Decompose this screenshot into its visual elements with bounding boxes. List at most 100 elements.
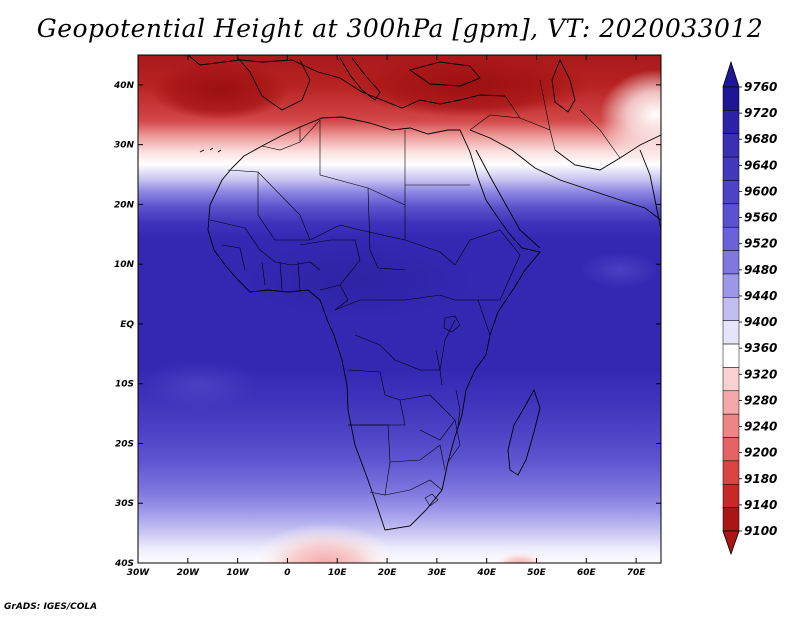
europe-coast — [187, 55, 506, 109]
height-field — [138, 55, 661, 563]
colorbar-label: 9600 — [744, 184, 777, 198]
colorbar-swatch — [722, 413, 740, 438]
colorbar-top-arrow — [722, 60, 740, 88]
northern-ridge-east — [350, 55, 590, 117]
border-east — [455, 299, 491, 336]
colorbar-label: 9180 — [744, 472, 777, 486]
colorbar: 9760 9720 9680 9640 9600 9560 9520 9480 9440 9400… — [722, 60, 777, 556]
lon-tick-label: 60E — [577, 568, 597, 578]
colorbar-label: 9480 — [744, 263, 777, 277]
border-sahel — [227, 169, 406, 241]
colorbar-label: 9240 — [744, 420, 777, 434]
border-cameroon — [334, 284, 349, 311]
southern-low — [250, 523, 400, 563]
colorbar-swatch — [722, 460, 740, 485]
lon-tick-label: 50E — [527, 568, 547, 578]
red-sea-east — [475, 149, 541, 249]
lighter-blue-patch-south — [140, 360, 260, 410]
colorbar-swatch — [722, 250, 740, 275]
colorbar-swatch — [722, 343, 740, 368]
lat-tick-label: 30S — [115, 499, 134, 509]
latitude-axis: 40N 30N 20N 10N EQ 10S 20S 30S 40S — [113, 81, 661, 569]
colorbar-label: 9720 — [744, 106, 777, 120]
colorbar-swatch — [722, 226, 740, 251]
longitude-axis: 30W 20W 10W 0 10E 20E 30E 40E 50E 60E 70E — [127, 55, 647, 578]
lat-tick-label: 30N — [114, 141, 135, 151]
lon-tick-label: 10E — [328, 568, 348, 578]
colorbar-swatch — [722, 437, 740, 462]
border-sudan — [404, 239, 471, 266]
colorbar-label: 9680 — [744, 132, 777, 146]
lat-tick-label: 40N — [113, 81, 135, 91]
southern-low-east — [492, 550, 548, 563]
lon-tick-label: 70E — [627, 568, 647, 578]
colorbar-label: 9640 — [744, 158, 777, 172]
colorbar-swatch — [722, 156, 740, 181]
border-angola — [347, 369, 406, 426]
lat-tick-label: 10S — [115, 380, 134, 390]
colorbar-bottom-arrow — [722, 530, 740, 556]
canary-islands — [199, 147, 222, 153]
lon-tick-label: 20E — [378, 568, 398, 578]
border-central — [334, 294, 456, 311]
northern-ridge — [150, 60, 290, 120]
border-ethiopia — [469, 229, 521, 301]
border-nigeria — [299, 239, 361, 291]
border-maghreb — [261, 119, 321, 151]
colorbar-label: 9320 — [744, 367, 777, 381]
colorbar-swatch — [722, 86, 740, 111]
colorbar-label: 9200 — [744, 446, 777, 460]
madagascar — [507, 388, 541, 476]
arabia-coast — [469, 129, 661, 221]
caspian — [551, 58, 576, 113]
lat-tick-label: 10N — [114, 260, 135, 270]
lesotho — [424, 493, 439, 507]
lat-tick-label: EQ — [120, 320, 134, 330]
colorbar-swatch — [722, 133, 740, 158]
colorbar-swatch — [722, 180, 740, 205]
colorbar-swatch — [722, 110, 740, 134]
map-frame — [137, 54, 662, 564]
lighter-blue-patch — [580, 252, 660, 288]
colorbar-label: 9280 — [744, 393, 777, 407]
lat-tick-label: 20S — [115, 439, 134, 449]
lon-tick-label: 40E — [476, 568, 497, 578]
gulf-coast — [554, 134, 661, 171]
lon-tick-label: 0 — [284, 568, 290, 578]
italy — [339, 57, 381, 101]
iberia — [237, 57, 311, 111]
colorbar-label: 9400 — [744, 315, 777, 329]
colorbar-swatch — [722, 297, 740, 321]
border-middle-east — [469, 79, 621, 159]
border-algeria-libya — [319, 120, 406, 206]
lake-tanganyika — [435, 349, 443, 386]
colorbar-label: 9100 — [744, 524, 777, 538]
border-westafrica — [209, 219, 321, 271]
coastlines — [187, 55, 661, 531]
colorbar-label: 9140 — [744, 498, 777, 512]
northeast-trough — [600, 70, 661, 160]
colorbar-label: 9360 — [744, 341, 777, 355]
country-borders — [209, 79, 621, 507]
tropical-core — [240, 240, 480, 320]
colorbar-swatch — [722, 203, 740, 228]
colorbar-label: 9760 — [744, 80, 777, 94]
border-drc — [354, 319, 456, 371]
border-mali-niger — [257, 171, 311, 241]
india-coast — [639, 149, 661, 231]
colorbar-label: 9440 — [744, 289, 777, 303]
black-sea — [408, 61, 481, 87]
africa-coastline — [207, 116, 541, 531]
map-title: Geopotential Height at 300hPa [gpm], VT:… — [36, 14, 764, 43]
colorbar-label: 9520 — [744, 237, 777, 251]
colorbar-swatch — [722, 273, 740, 298]
lon-tick-label: 30E — [428, 568, 448, 578]
colorbar-swatch — [722, 484, 740, 508]
lon-tick-label: 10W — [226, 568, 250, 578]
border-botswana — [389, 444, 446, 471]
lake-malawi — [455, 389, 461, 426]
lat-tick-label: 20N — [114, 200, 135, 210]
grads-credit: GrADS: IGES/COLA — [4, 602, 98, 612]
lat-tick-label: 40S — [114, 559, 134, 569]
